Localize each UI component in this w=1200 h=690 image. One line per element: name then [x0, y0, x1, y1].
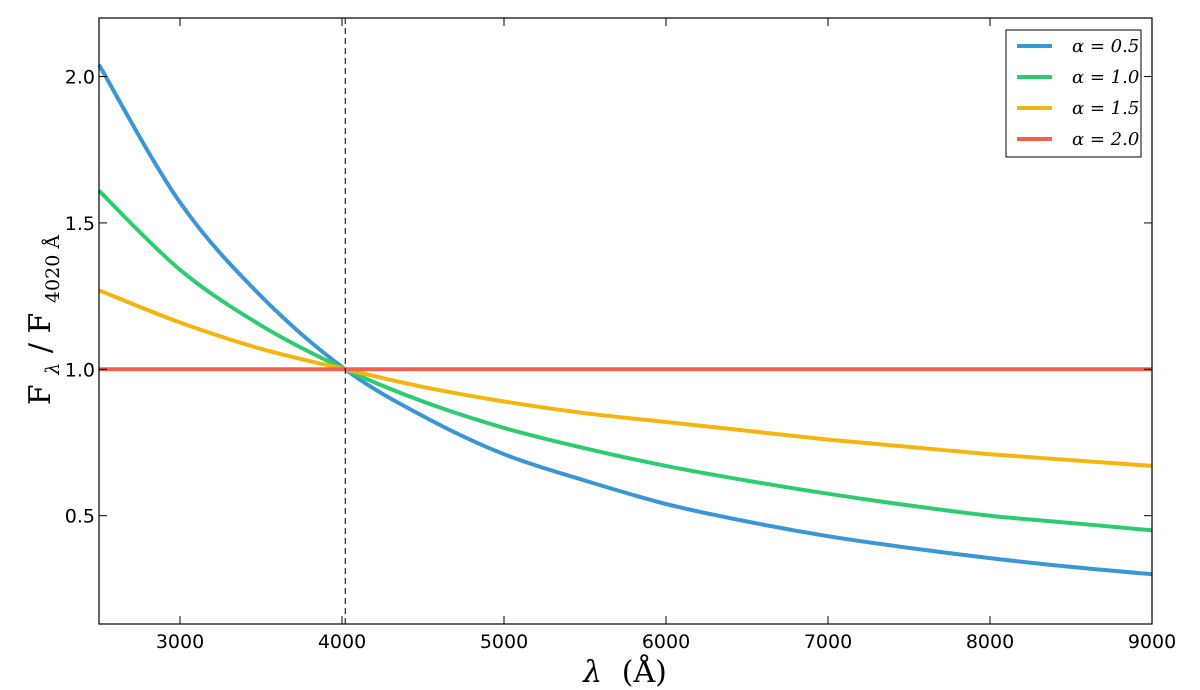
y-axis-sep: / [23, 333, 58, 353]
y-ticks: 0.5 1.0 1.5 2.0 [65, 67, 1152, 528]
legend-label-2: α = 1.5 [1072, 98, 1139, 119]
x-tick-label: 8000 [966, 631, 1014, 653]
legend-label-0: α = 0.5 [1072, 36, 1139, 57]
series-line-2 [98, 288, 1153, 468]
x-axis-title: λ (Å) [582, 654, 667, 690]
series-line-0 [97, 63, 1153, 577]
x-axis-unit: (Å) [622, 654, 667, 690]
legend-label-3: α = 2.0 [1072, 129, 1139, 150]
y-axis-base-2: F [23, 313, 58, 334]
x-tick-label: 6000 [642, 631, 690, 653]
y-tick-label: 1.0 [65, 359, 95, 381]
plot-frame [98, 17, 1153, 625]
series-line-1 [97, 189, 1153, 533]
y-axis-title: F λ / F 4020 Å [23, 235, 67, 405]
y-axis-base: F [23, 384, 58, 405]
x-axis-symbol: λ [582, 655, 602, 690]
x-tick-label: 5000 [480, 631, 528, 653]
y-axis-sub1: λ [42, 363, 64, 376]
legend-frame [1005, 29, 1142, 158]
legend-label-1: α = 1.0 [1072, 67, 1139, 88]
y-axis-sub2: 4020 Å [42, 235, 64, 303]
x-ticks: 3000 4000 5000 6000 7000 8000 9000 [156, 18, 1176, 653]
x-tick-label: 9000 [1128, 631, 1176, 653]
x-tick-label: 3000 [156, 631, 204, 653]
y-tick-label: 1.5 [65, 213, 95, 235]
series-layer [97, 63, 1153, 577]
x-tick-label: 4000 [318, 631, 366, 653]
y-tick-label: 0.5 [65, 506, 95, 528]
legend: α = 0.5 α = 1.0 α = 1.5 α = 2.0 [1005, 29, 1142, 158]
y-tick-label: 2.0 [65, 67, 95, 89]
x-tick-label: 7000 [804, 631, 852, 653]
